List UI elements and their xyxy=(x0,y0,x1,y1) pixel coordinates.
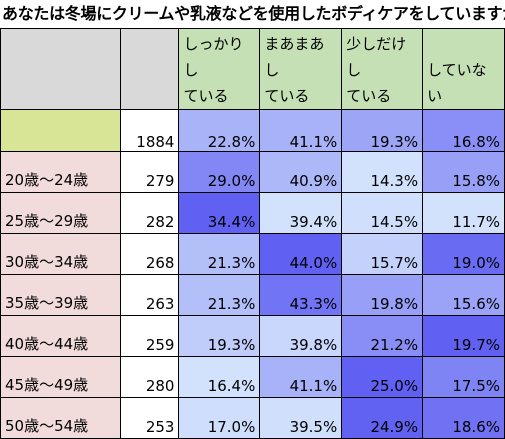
column-header-line2: していない xyxy=(427,61,487,105)
column-header-line1: まあまあし xyxy=(264,35,325,79)
value-cell: 34.4% xyxy=(178,192,261,234)
row-label: 20歳～24歳 xyxy=(0,151,121,193)
column-header: 少しだけし ている xyxy=(341,28,424,110)
total-row: 1884 22.8% 41.1% 19.3% 16.8% xyxy=(0,109,505,152)
value-cell: 24.9% xyxy=(341,397,424,439)
column-header-line1 xyxy=(427,31,500,57)
value-cell: 43.3% xyxy=(259,274,343,316)
value-cell: 39.5% xyxy=(259,397,343,439)
value-cell: 44.0% xyxy=(259,233,343,275)
total-label-cell xyxy=(0,109,121,152)
value-cell: 39.4% xyxy=(259,192,343,234)
value-cell: 19.3% xyxy=(178,315,261,357)
table-row: 40歳～44歳 259 19.3% 39.8% 21.2% 19.7% xyxy=(0,315,505,357)
value-cell: 25.0% xyxy=(341,356,424,398)
header-blank-label xyxy=(0,28,121,110)
value-cell: 19.3% xyxy=(341,109,424,152)
value-cell: 15.7% xyxy=(341,233,424,275)
table-row: 20歳～24歳 279 29.0% 40.9% 14.3% 15.8% xyxy=(0,151,505,193)
survey-table: しっかりし ている まあまあし ている 少しだけし ている していない 1884… xyxy=(0,28,505,439)
total-n-cell: 1884 xyxy=(119,109,180,152)
value-cell: 41.1% xyxy=(259,109,343,152)
value-cell: 29.0% xyxy=(178,151,261,193)
table-row: 50歳～54歳 253 17.0% 39.5% 24.9% 18.6% xyxy=(0,397,505,439)
value-cell: 22.8% xyxy=(178,109,261,152)
value-cell: 11.7% xyxy=(422,192,505,234)
sample-size-cell: 280 xyxy=(119,356,180,398)
value-cell: 40.9% xyxy=(259,151,343,193)
value-cell: 14.3% xyxy=(341,151,424,193)
row-label: 30歳～34歳 xyxy=(0,233,121,275)
value-cell: 19.7% xyxy=(422,315,505,357)
column-header: しっかりし ている xyxy=(178,28,261,110)
sample-size-cell: 279 xyxy=(119,151,180,193)
table-row: 30歳～34歳 268 21.3% 44.0% 15.7% 19.0% xyxy=(0,233,505,275)
row-label: 40歳～44歳 xyxy=(0,315,121,357)
sample-size-cell: 282 xyxy=(119,192,180,234)
header-row: しっかりし ている まあまあし ている 少しだけし ている していない xyxy=(0,28,505,110)
value-cell: 15.8% xyxy=(422,151,505,193)
value-cell: 19.8% xyxy=(341,274,424,316)
sample-size-cell: 263 xyxy=(119,274,180,316)
value-cell: 21.3% xyxy=(178,233,261,275)
value-cell: 19.0% xyxy=(422,233,505,275)
value-cell: 41.1% xyxy=(259,356,343,398)
value-cell: 14.5% xyxy=(341,192,424,234)
value-cell: 16.8% xyxy=(422,109,505,152)
row-label: 50歳～54歳 xyxy=(0,397,121,439)
row-label: 45歳～49歳 xyxy=(0,356,121,398)
column-header-line2: ている xyxy=(346,87,392,105)
column-header-line1: 少しだけし xyxy=(346,35,407,79)
column-header-line1: しっかりし xyxy=(183,35,244,79)
value-cell: 21.2% xyxy=(341,315,424,357)
value-cell: 39.8% xyxy=(259,315,343,357)
column-header-line2: ている xyxy=(183,87,229,105)
table-row: 45歳～49歳 280 16.4% 41.1% 25.0% 17.5% xyxy=(0,356,505,398)
value-cell: 21.3% xyxy=(178,274,261,316)
value-cell: 15.6% xyxy=(422,274,505,316)
header-blank-n xyxy=(119,28,180,110)
chart-title: あなたは冬場にクリームや乳液などを使用したボディケアをしていますか xyxy=(2,4,505,23)
column-header-line2: ている xyxy=(264,87,310,105)
column-header: していない xyxy=(422,28,505,110)
row-label: 35歳～39歳 xyxy=(0,274,121,316)
column-header: まあまあし ている xyxy=(259,28,343,110)
value-cell: 17.0% xyxy=(178,397,261,439)
table-row: 35歳～39歳 263 21.3% 43.3% 19.8% 15.6% xyxy=(0,274,505,316)
value-cell: 18.6% xyxy=(422,397,505,439)
value-cell: 17.5% xyxy=(422,356,505,398)
sample-size-cell: 268 xyxy=(119,233,180,275)
row-label: 25歳～29歳 xyxy=(0,192,121,234)
table-row: 25歳～29歳 282 34.4% 39.4% 14.5% 11.7% xyxy=(0,192,505,234)
value-cell: 16.4% xyxy=(178,356,261,398)
sample-size-cell: 259 xyxy=(119,315,180,357)
sample-size-cell: 253 xyxy=(119,397,180,439)
